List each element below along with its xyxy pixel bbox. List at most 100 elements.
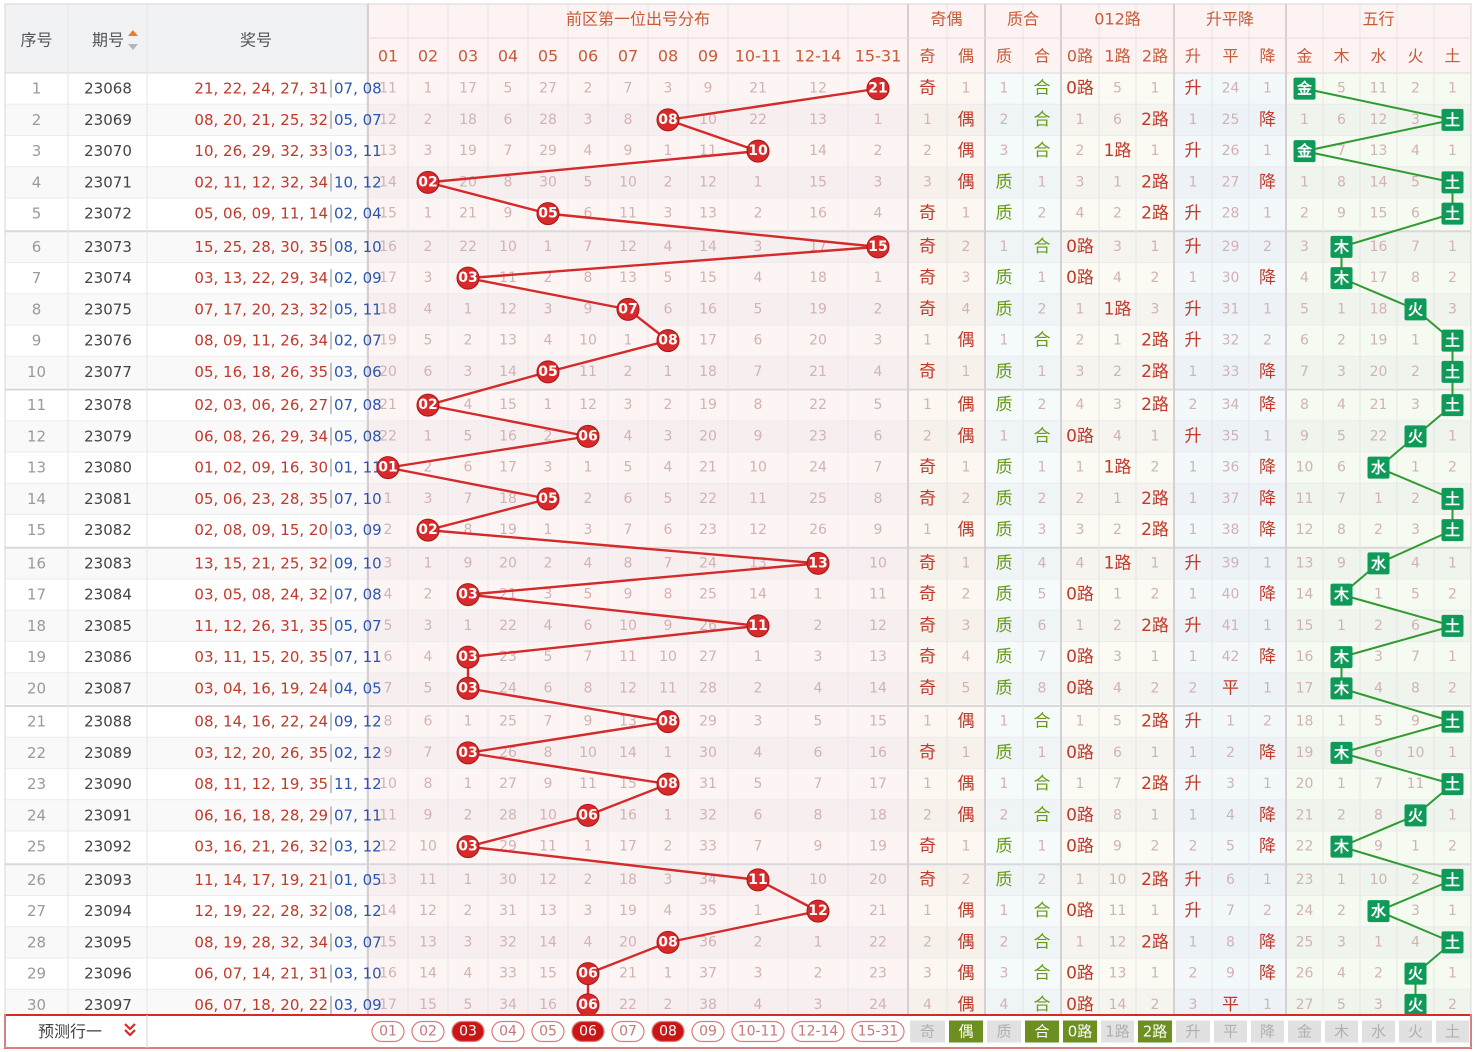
predict-bucket-pill (611, 1020, 645, 1043)
up-flat-down-hit: 平 (1222, 678, 1239, 698)
up-flat-down-miss: 1 (1263, 301, 1272, 317)
miss-count: 5 (464, 997, 473, 1013)
miss-count: 10 (419, 839, 437, 855)
miss-count: 1 (664, 807, 673, 823)
miss-count: 10 (619, 618, 637, 634)
prime-comp-miss: 3 (1000, 143, 1009, 159)
five-miss: 2 (1448, 680, 1457, 696)
five-element-box (1441, 202, 1464, 225)
up-flat-down-miss: 1 (1189, 522, 1198, 538)
five-element-label: 木 (1333, 238, 1350, 256)
miss-count: 2 (424, 587, 433, 603)
miss-count: 17 (699, 333, 717, 349)
odd-even-hit: 偶 (958, 805, 975, 825)
subheader-prime-comp: 合 (1034, 47, 1050, 66)
ball-circle (416, 518, 440, 542)
miss-count: 6 (384, 649, 393, 665)
miss-count: 15 (419, 997, 437, 1013)
miss-count: 1 (424, 428, 433, 444)
five-miss: 5 (1411, 587, 1420, 603)
miss-count: 11 (659, 680, 677, 696)
prize-back-numbers: 05, 11 (334, 300, 382, 318)
ball-circle (576, 962, 600, 986)
ball-circle (456, 676, 480, 700)
odd-even-hit: 偶 (958, 901, 975, 921)
miss-count: 13 (619, 270, 637, 286)
miss-count: 15 (809, 174, 827, 190)
miss-count: 10 (579, 333, 597, 349)
up-flat-down-miss: 25 (1222, 112, 1240, 128)
up-flat-down-miss: 30 (1222, 270, 1240, 286)
predict-bucket-08: 08 (651, 1020, 685, 1043)
subheader-road012: 1路 (1104, 47, 1130, 66)
row-seq: 8 (32, 300, 42, 318)
predict-five-box (1436, 1020, 1469, 1043)
odd-even-miss: 2 (962, 587, 971, 603)
miss-count: 6 (544, 680, 553, 696)
row-seq: 25 (27, 838, 46, 856)
miss-count: 22 (809, 397, 827, 413)
up-flat-down-miss: 2 (1189, 839, 1198, 855)
five-miss: 19 (1296, 745, 1314, 761)
odd-even-miss: 2 (962, 491, 971, 507)
row-seq: 10 (27, 363, 46, 381)
ball-circle (576, 803, 600, 827)
five-element-label: 土 (1445, 332, 1460, 350)
miss-count: 3 (424, 143, 433, 159)
miss-count: 1 (464, 618, 473, 634)
prize-front-numbers: 02, 08, 09, 15, 20 (194, 521, 328, 539)
ball-number: 06 (578, 428, 597, 444)
odd-even-hit: 偶 (958, 110, 975, 130)
subheader-bucket: 12-14 (795, 47, 842, 66)
miss-count: 19 (619, 903, 637, 919)
up-flat-down-hit: 降 (1259, 172, 1276, 192)
five-miss: 3 (1411, 397, 1420, 413)
five-element-box (1441, 868, 1464, 891)
miss-count: 2 (874, 301, 883, 317)
five-element-label: 土 (1445, 871, 1460, 889)
miss-count: 5 (544, 649, 553, 665)
miss-count: 2 (544, 428, 553, 444)
five-miss: 17 (1296, 680, 1314, 696)
miss-count: 11 (419, 872, 437, 888)
row-stripe (5, 926, 1471, 958)
miss-count: 29 (699, 714, 717, 730)
miss-count: 10 (379, 776, 397, 792)
five-miss: 9 (1411, 714, 1420, 730)
miss-count: 7 (424, 745, 433, 761)
miss-count: 8 (464, 522, 473, 538)
odd-even-miss: 5 (962, 680, 971, 696)
miss-count: 13 (809, 112, 827, 128)
five-element-label: 水 (1371, 459, 1387, 477)
row-seq: 2 (32, 111, 42, 129)
row-period: 23082 (84, 521, 132, 539)
five-element-label: 土 (1445, 363, 1460, 381)
miss-count: 10 (619, 174, 637, 190)
prime-comp-hit: 质 (996, 647, 1013, 667)
miss-count: 20 (619, 934, 637, 950)
prize-front-numbers: 08, 09, 11, 26, 34 (194, 332, 328, 350)
miss-count: 5 (424, 680, 433, 696)
row-seq: 14 (27, 490, 46, 508)
row-prize: 15, 25, 28, 30, 35 08, 10 (194, 237, 382, 256)
row-prize: 08, 19, 28, 32, 34 03, 07 (194, 933, 382, 952)
row-prize: 08, 14, 16, 22, 24 09, 12 (194, 712, 382, 731)
predict-five-text: 水 (1371, 1023, 1386, 1041)
up-flat-down-miss: 9 (1226, 966, 1235, 982)
miss-count: 24 (869, 997, 887, 1013)
first-ball-marker: 11 (746, 614, 770, 638)
miss-count: 4 (754, 270, 763, 286)
miss-count: 1 (664, 364, 673, 380)
first-ball-marker: 02 (416, 170, 440, 194)
odd-even-miss: 1 (962, 81, 971, 97)
up-flat-down-miss: 29 (1222, 239, 1240, 255)
up-flat-down-miss: 39 (1222, 555, 1240, 571)
row-period: 23068 (84, 80, 132, 98)
prime-comp-miss: 1 (1000, 333, 1009, 349)
five-element-marker: 火 (1404, 993, 1427, 1016)
up-flat-down-hit: 升 (1185, 712, 1202, 732)
predict-five-土: 土 (1436, 1020, 1469, 1043)
miss-count: 13 (619, 714, 637, 730)
miss-count: 3 (754, 966, 763, 982)
odd-even-miss: 1 (923, 112, 932, 128)
